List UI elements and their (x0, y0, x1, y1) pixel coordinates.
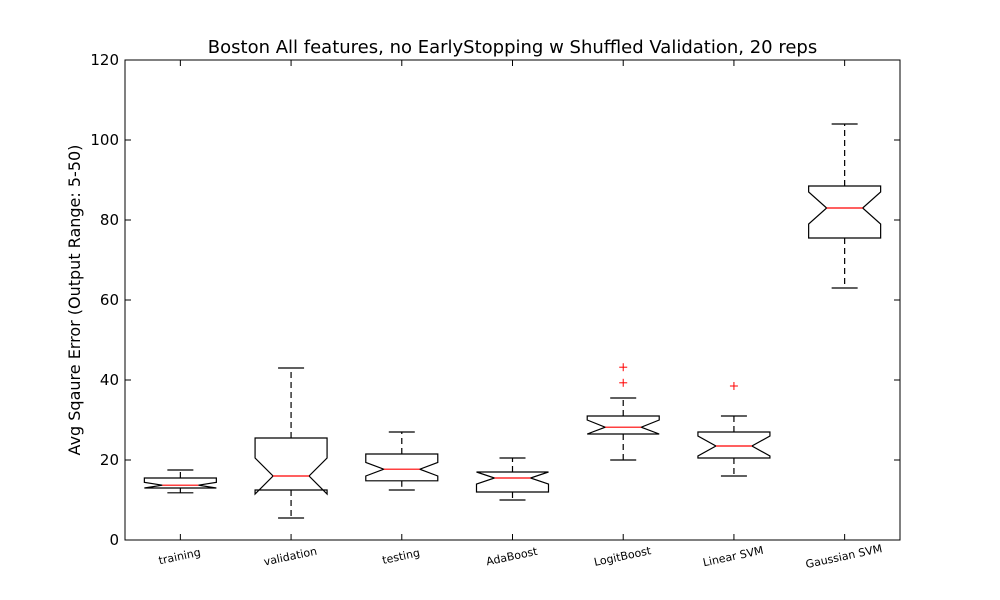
y-tick-label: 0 (109, 531, 119, 549)
y-tick-label: 40 (100, 371, 119, 389)
notched-box (143, 477, 217, 489)
y-tick-label: 20 (100, 451, 119, 469)
box-logitboost (586, 363, 660, 461)
chart-title: Boston All features, no EarlyStopping w … (208, 37, 817, 58)
box-testing (365, 431, 439, 491)
y-axis-label: Avg Sqaure Error (Output Range: 5-50) (65, 145, 84, 456)
notched-box (365, 453, 439, 482)
plot-frame (124, 59, 901, 541)
box-series (143, 123, 882, 519)
notched-box (697, 431, 771, 459)
box-training (143, 469, 217, 494)
notched-box (475, 471, 550, 493)
y-tick-label: 100 (90, 131, 119, 149)
y-axis-ticks: 0 20 40 60 80 100 120 (90, 51, 900, 549)
y-tick-label: 60 (100, 291, 119, 309)
notched-box (808, 185, 882, 239)
y-tick-label: 120 (90, 51, 119, 69)
box-gaussian-svm (808, 123, 882, 289)
notched-box (586, 415, 660, 435)
notched-box (254, 437, 328, 496)
box-validation (254, 367, 328, 519)
box-linear-svm (697, 382, 771, 477)
y-tick-label: 80 (100, 211, 119, 229)
box-adaboost (475, 457, 550, 501)
